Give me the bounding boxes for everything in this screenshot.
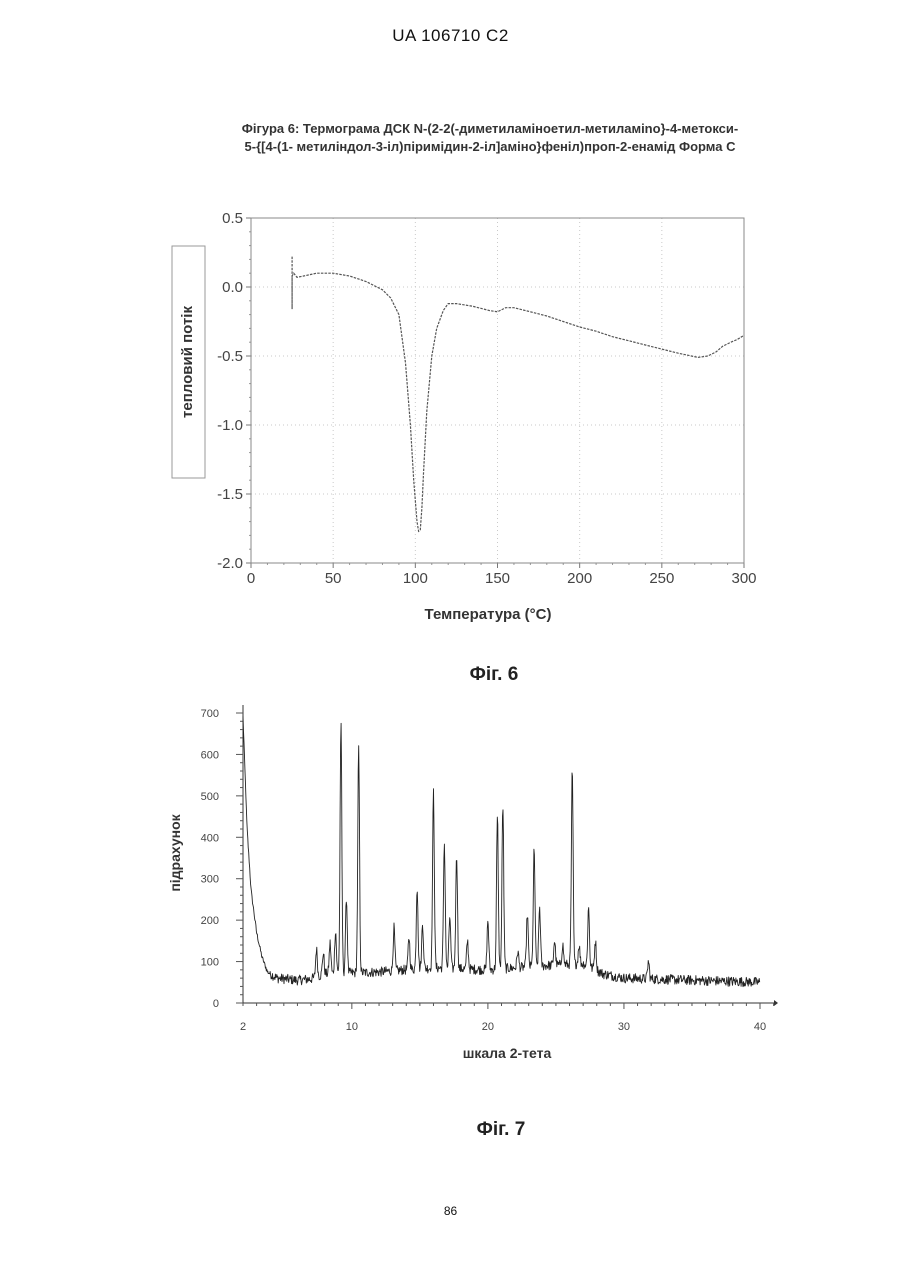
xrd-y-tick-label: 100: [201, 957, 219, 969]
xrd-x-axis-arrow: [774, 1000, 778, 1006]
dsc-x-tick-label: 50: [325, 570, 342, 587]
xrd-x-tick-label: 2: [240, 1021, 246, 1033]
xrd-y-tick-label: 600: [201, 749, 219, 761]
xrd-x-tick-label: 10: [346, 1021, 358, 1033]
xrd-series-line: [243, 716, 760, 986]
dsc-y-tick-label: 0.5: [222, 210, 243, 227]
dsc-y-tick-label: -1.0: [217, 417, 243, 434]
dsc-y-tick-label: 0.0: [222, 279, 243, 296]
xrd-x-tick-label: 30: [618, 1021, 630, 1033]
xrd-y-tick-label: 200: [201, 915, 219, 927]
dsc-y-tick-label: -0.5: [217, 348, 243, 365]
xrd-y-tick-label: 500: [201, 791, 219, 803]
dsc-x-tick-label: 250: [649, 570, 674, 587]
xrd-y-tick-label: 400: [201, 832, 219, 844]
dsc-y-tick-label: -1.5: [217, 486, 243, 503]
dsc-x-tick-label: 150: [485, 570, 510, 587]
xrd-y-tick-label: 0: [213, 998, 219, 1010]
dsc-x-axis-label: Температура (°C): [425, 606, 552, 623]
dsc-chart: тепловий потік Температура (°C) 0 50 100 15…: [172, 210, 757, 623]
dsc-ticks: 0 50 100 150 200 250 300 0.5 0.0 -0.5 -1.0 -1.5 -2.0: [217, 210, 756, 587]
figure6-caption: Фіг. 6: [0, 664, 901, 686]
dsc-x-tick-label: 0: [247, 570, 255, 587]
dsc-series-line: [292, 257, 744, 532]
xrd-x-axis-label: шкала 2-тета: [463, 1045, 552, 1061]
xrd-x-tick-label: 40: [754, 1021, 766, 1033]
xrd-chart: підрахунок шкала 2-тета 7006005004003002…: [167, 705, 778, 1061]
xrd-y-axis-label: підрахунок: [167, 813, 183, 891]
dsc-y-axis-label: тепловий потік: [179, 306, 196, 418]
page-number: 86: [0, 1204, 901, 1218]
dsc-y-tick-label: -2.0: [217, 555, 243, 572]
dsc-grid: [251, 218, 744, 563]
dsc-x-tick-label: 300: [731, 570, 756, 587]
dsc-x-tick-label: 100: [403, 570, 428, 587]
xrd-y-tick-label: 700: [201, 708, 219, 720]
xrd-y-tick-label: 300: [201, 874, 219, 886]
dsc-x-tick-label: 200: [567, 570, 592, 587]
xrd-x-tick-label: 20: [482, 1021, 494, 1033]
figure7-caption: Фіг. 7: [0, 1119, 901, 1141]
